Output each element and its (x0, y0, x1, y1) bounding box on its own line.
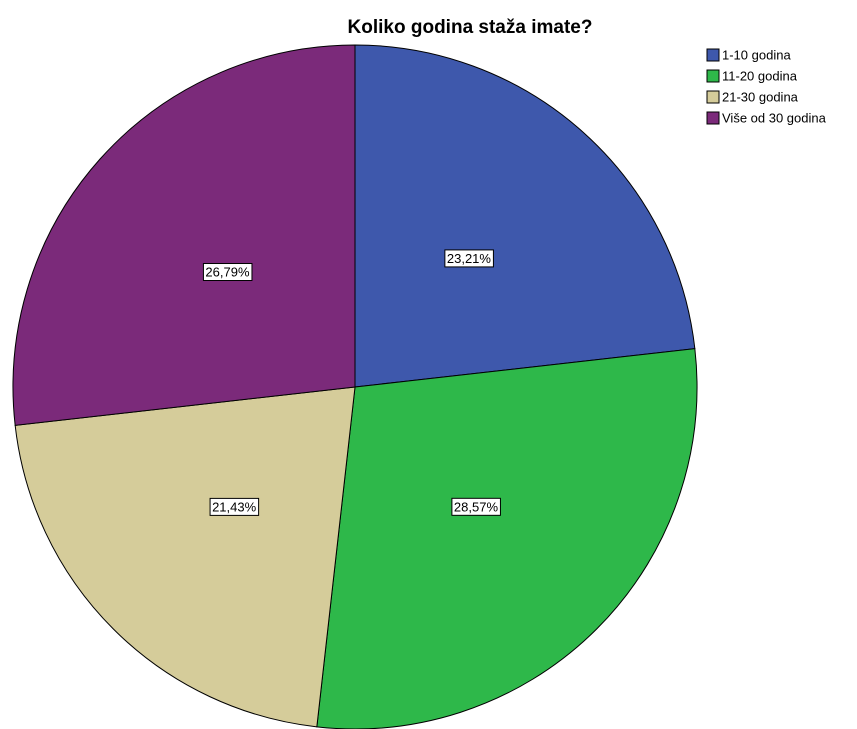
legend-label: 11-20 godina (722, 68, 798, 83)
data-label: 28,57% (454, 499, 499, 514)
label-box (451, 497, 501, 516)
pie-slice (14, 386, 356, 728)
legend-swatch (706, 48, 720, 62)
data-label: 26,79% (205, 265, 250, 280)
pie-slice (354, 44, 696, 388)
legend-label: Više od 30 godina (722, 110, 827, 125)
data-label: 21,43% (212, 499, 257, 514)
label-box (209, 497, 260, 516)
legend-label: 1-10 godina (722, 47, 791, 62)
data-label: 23,21% (447, 251, 492, 266)
legend-swatch (706, 90, 720, 104)
legend-swatch (706, 111, 720, 125)
label-box (444, 249, 494, 268)
legend-label: 21-30 godina (722, 89, 799, 104)
pie-slice (12, 44, 356, 426)
legend-swatch (706, 69, 720, 83)
chart-title: Koliko godina staža imate? (348, 17, 593, 38)
pie-slice (316, 348, 698, 729)
label-box (202, 263, 253, 282)
